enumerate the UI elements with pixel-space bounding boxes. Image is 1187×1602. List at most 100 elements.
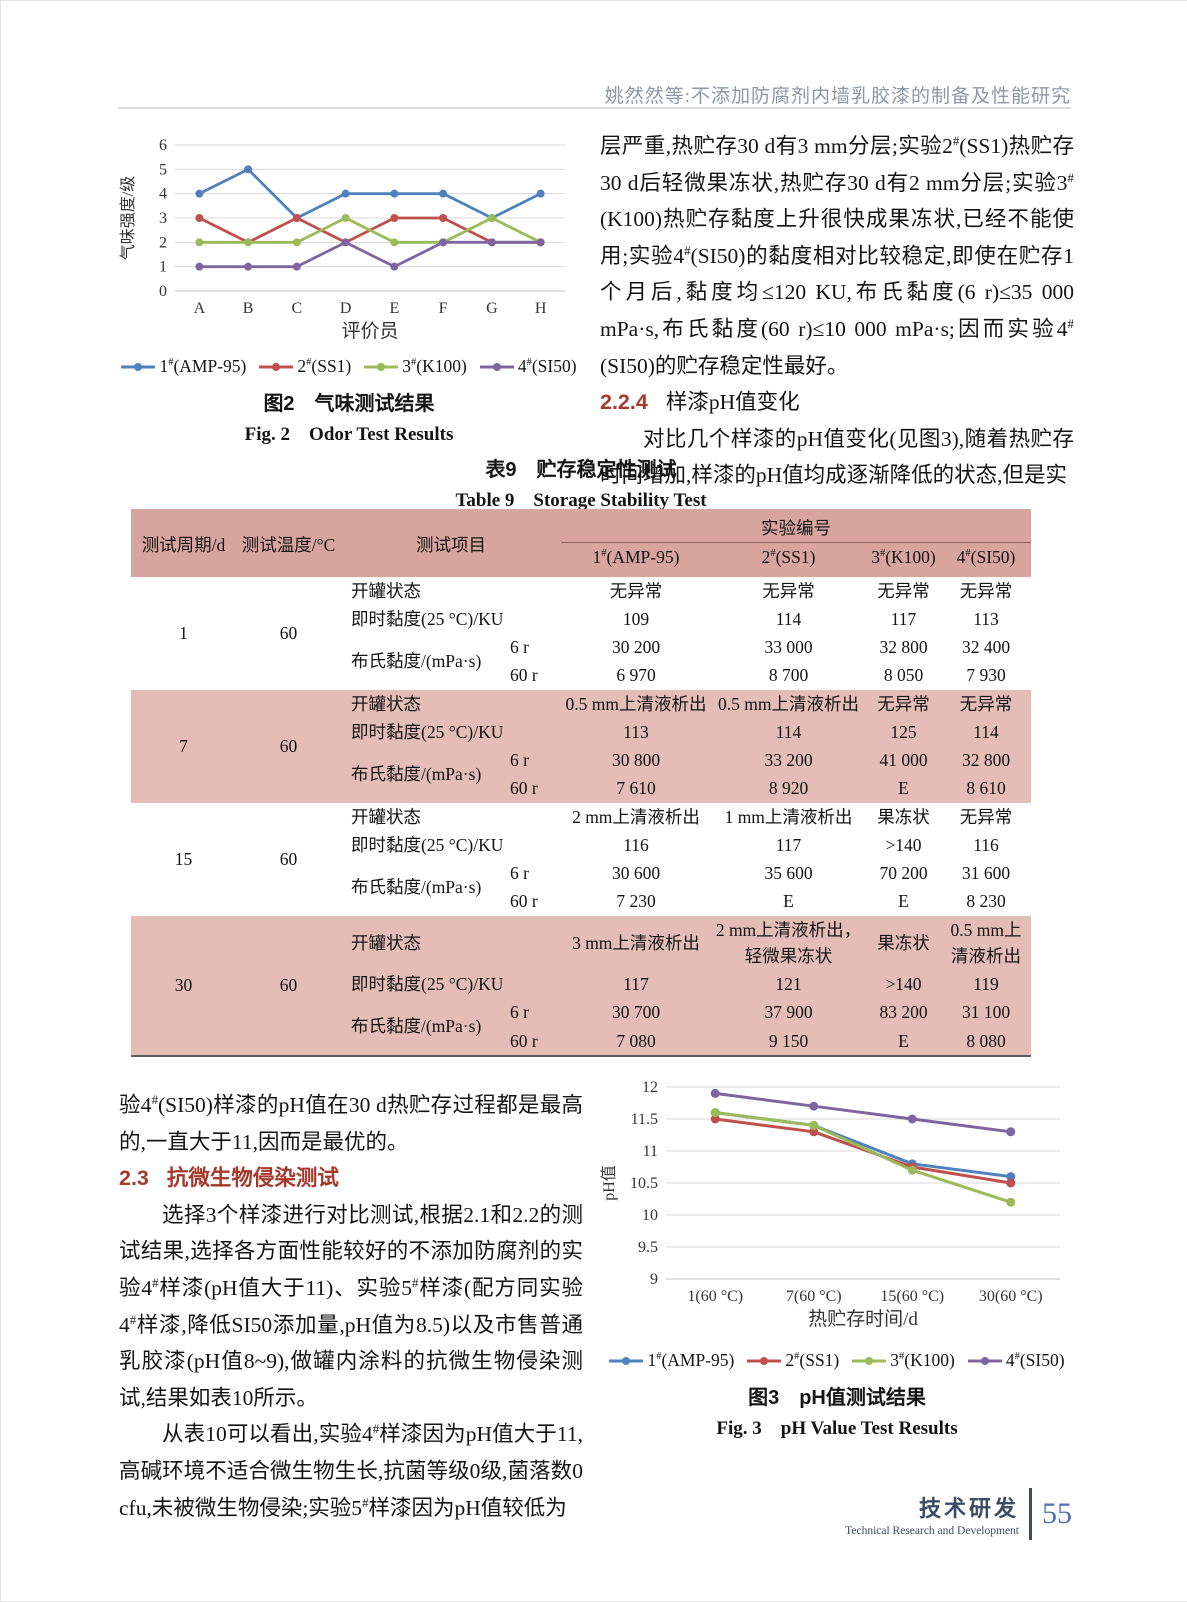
table-cell: 无异常 (609, 580, 663, 601)
svg-text:9: 9 (650, 1271, 658, 1288)
legend-item: 2#(SS1) (259, 356, 351, 377)
svg-text:评价员: 评价员 (341, 321, 398, 342)
section-heading-2-2-4: 2.2.4 样漆pH值变化 (600, 384, 1074, 421)
table-cell: 41 000 (866, 746, 941, 775)
svg-text:A: A (194, 300, 206, 317)
table-cell: 60 r (510, 665, 538, 686)
table-cell: 无异常 (762, 580, 815, 601)
legend-label: 2#(SS1) (785, 1350, 840, 1370)
table-cell: 0.5 mm上清液析出 (941, 915, 1031, 970)
table-cell: 60 (279, 848, 298, 869)
table-cell: 117 (890, 608, 917, 629)
table-row: 30 60 开罐状态 3 mm上清液析出 2 mm上清液析出，轻微果冻状 果冻状 0.5 m… (131, 915, 1031, 1056)
table-cell: 2 mm上清液析出，轻微果冻状 (711, 915, 866, 970)
table-row: 即时黏度(25 °C)/KU 109 114 117 113 (131, 605, 1031, 633)
svg-text:30(60 °C): 30(60 °C) (979, 1288, 1043, 1305)
table-row: 布氏黏度/(mPa·s) 6 r 30 200 33 000 32 800 32 400 (131, 633, 1031, 671)
table-cell: E (898, 891, 909, 912)
table-row: 布氏黏度/(mPa·s) 6 r 30 600 35 600 70 200 31 600 (131, 859, 1031, 897)
svg-text:12: 12 (642, 1079, 658, 1096)
table-cell: 即时黏度(25 °C)/KU (341, 970, 561, 999)
table-cell: 30 200 (611, 637, 661, 657)
table-cell: 0.5 mm上清液析出 (561, 689, 711, 718)
table-9-title: 表9 贮存稳定性测试 Table 9 Storage Stability Tes… (131, 453, 1031, 512)
table-cell: 8 700 (768, 665, 809, 686)
table-cell: 125 (866, 717, 941, 746)
table-subheader-row: 1#(AMP-95) 2#(SS1) 3#(K100) 4#(SI50) (131, 542, 1031, 577)
paragraph: 层严重,热贮存30 d有3 mm分层;实验2#(SS1)热贮存30 d后轻微果冻… (600, 133, 1075, 378)
table-cell: 1 (179, 622, 188, 643)
table-cell: 114 (711, 717, 866, 746)
table-cell: 8 920 (711, 774, 866, 803)
page-number: 55 (1042, 1497, 1072, 1530)
table-cell: 32 800 (941, 746, 1031, 775)
svg-text:7(60 °C): 7(60 °C) (786, 1288, 842, 1305)
svg-text:热贮存时间/d: 热贮存时间/d (808, 1308, 918, 1330)
table-cell: 113 (973, 608, 999, 629)
table-cell: 8 230 (966, 891, 1006, 912)
table-cell: 7 230 (616, 891, 656, 912)
section-number: 2.2.4 (600, 390, 648, 415)
table-cell: E (866, 774, 941, 803)
table-cell: 6 r (510, 637, 529, 657)
table-row: 1 60 开罐状态 无异常 无异常 无异常 无异常 (131, 577, 1031, 643)
svg-text:2: 2 (159, 234, 167, 251)
table-cell: 果冻状 (877, 806, 930, 827)
column-right-top: 层严重,热贮存30 d有3 mm分层;实验2#(SS1)热贮存30 d后轻微果冻… (600, 128, 1074, 494)
table-cell: >140 (866, 970, 941, 999)
table-cell: 70 200 (879, 863, 928, 883)
col-header-temp: 测试温度/°C (236, 509, 341, 577)
svg-text:11: 11 (643, 1143, 658, 1160)
table-cell: 6 r (506, 746, 561, 775)
table-cell: 无异常 (941, 689, 1031, 718)
footer-department: 技术研发 Technical Research and Development (845, 1491, 1019, 1537)
table-cell: 无异常 (866, 689, 941, 718)
legend-item: 3#(K100) (852, 1350, 955, 1371)
table-cell: 1 mm上清液析出 (724, 806, 853, 827)
section-heading-2-3: 2.3 抗微生物侵染测试 (119, 1160, 583, 1197)
ph-chart: 9 9.5 10 10.5 11 11.5 12 1(60 °C) 7(60 °C) 15(60 … (600, 1079, 1060, 1330)
paragraph: 选择3个样漆进行对比测试,根据2.1和2.2的测试结果,选择各方面性能较好的不添… (119, 1202, 583, 1410)
svg-text:10.5: 10.5 (630, 1175, 658, 1192)
table-cell: 开罐状态 (351, 806, 421, 827)
col-header-exp3: 3#(K100) (866, 542, 941, 577)
table-cell: 32 400 (961, 637, 1011, 657)
table-cell: 开罐状态 (341, 915, 561, 970)
table-row: 60 r 6 970 8 700 8 050 7 930 (131, 661, 1031, 689)
figure-3-caption-zh: 图3 pH值测试结果 (748, 1387, 926, 1409)
table-row: 即时黏度(25 °C)/KU 116 117 >140 116 (131, 831, 1031, 859)
table-cell: 60 r (506, 774, 561, 803)
table-row: 7 60 开罐状态 0.5 mm上清液析出 0.5 mm上清液析出 无异常 无异常 (131, 689, 1031, 803)
figure-3: 9 9.5 10 10.5 11 11.5 12 1(60 °C) 7(60 °C) 15(60 … (600, 1073, 1074, 1440)
svg-text:9.5: 9.5 (638, 1239, 658, 1256)
footer-department-zh: 技术研发 (918, 1496, 1019, 1521)
table-cell: 32 800 (879, 637, 928, 657)
table-cell: 果冻状 (866, 915, 941, 970)
svg-text:15(60 °C): 15(60 °C) (880, 1288, 944, 1305)
table-cell: 2 mm上清液析出 (572, 806, 700, 827)
table-cell: 119 (941, 970, 1031, 999)
legend-label: 3#(K100) (402, 356, 467, 376)
figure-2: 0 1 2 3 4 5 6 A B C D E F G H 评价员 气味强度/级 1#(AMP-95) 2#(SS… (119, 135, 579, 446)
col-header-exp1: 1#(AMP-95) (561, 542, 711, 577)
svg-text:D: D (340, 300, 352, 317)
table-cell: 7 610 (561, 774, 711, 803)
storage-stability-table: 测试周期/d 测试温度/°C 测试项目 实验编号 1#(AMP-95) 2#(S… (131, 509, 1031, 1057)
table-cell: 3 mm上清液析出 (561, 915, 711, 970)
table-cell: 6 r (510, 863, 529, 883)
table-cell: 布氏黏度/(mPa·s) (351, 651, 482, 672)
legend-label: 3#(K100) (890, 1350, 955, 1370)
table-cell: 113 (561, 717, 711, 746)
table-row: 15 60 开罐状态 2 mm上清液析出 1 mm上清液析出 果冻状 无异常 (131, 803, 1031, 869)
table-cell: 121 (711, 970, 866, 999)
svg-text:G: G (486, 300, 498, 317)
table-cell: 开罐状态 (341, 689, 561, 718)
section-number: 2.3 (119, 1166, 149, 1191)
table-cell: 31 100 (941, 998, 1031, 1027)
table-cell: 116 (973, 834, 999, 855)
table-cell: 8 050 (883, 665, 924, 686)
header-rule (118, 107, 1071, 109)
svg-text:E: E (389, 300, 399, 317)
